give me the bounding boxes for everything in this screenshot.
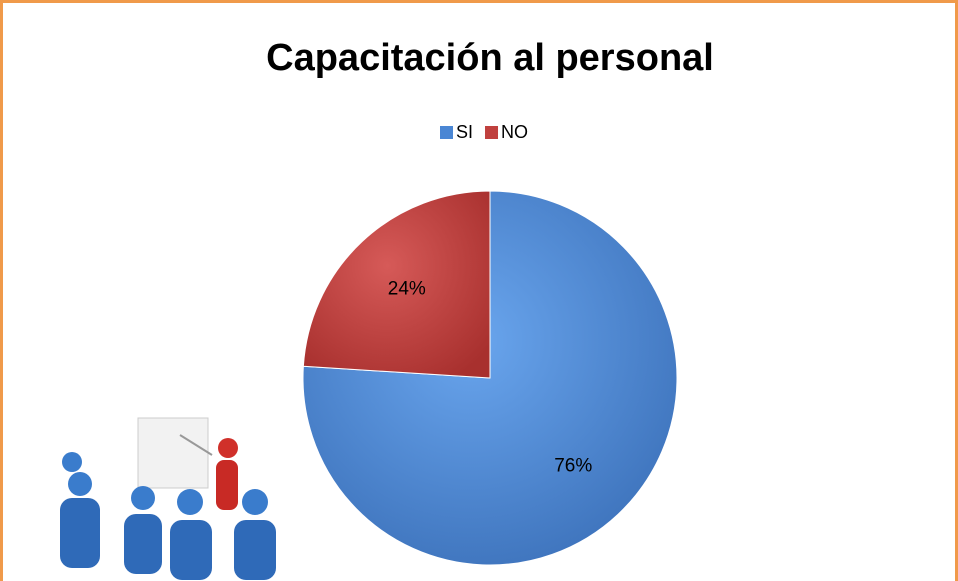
legend-label: SI (456, 122, 473, 142)
chart-title: Capacitación al personal (266, 37, 714, 79)
data-label: 24% (388, 278, 426, 299)
illustration (60, 417, 276, 580)
legend-label: NO (501, 122, 528, 142)
pie-slice (302, 190, 491, 379)
data-label: 76% (554, 456, 592, 477)
legend-swatch (440, 126, 453, 139)
legend-swatch (485, 126, 499, 139)
